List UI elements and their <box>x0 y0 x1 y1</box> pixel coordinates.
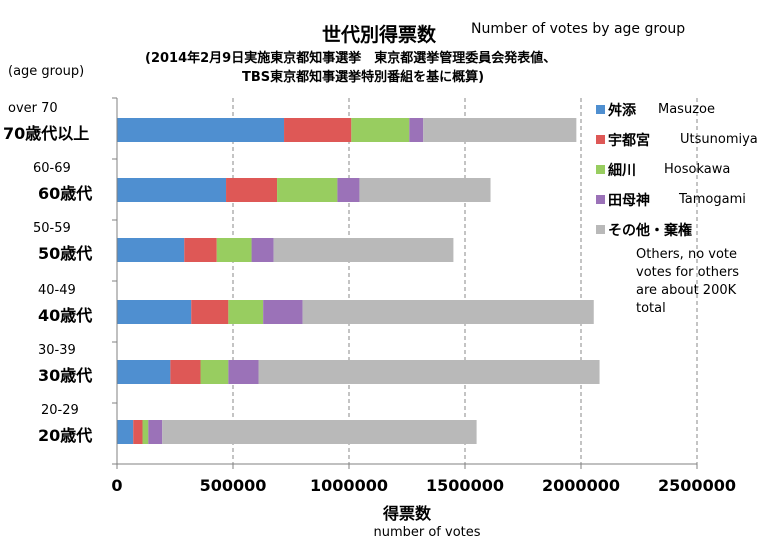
category-label-en: 50-59 <box>33 221 71 236</box>
chart-subtitle-line2: TBS東京都知事選挙特別番組を基に概算) <box>242 70 485 85</box>
legend-swatch <box>596 105 605 114</box>
bar-segment <box>117 300 192 324</box>
category-label-en: 40-49 <box>38 283 76 298</box>
bar-segment <box>162 420 477 444</box>
legend-label-en: Hosokawa <box>664 162 731 177</box>
legend-label-en: Utsunomiya <box>680 132 758 147</box>
category-label-jp: 30歳代 <box>38 366 93 385</box>
bar-segment <box>117 420 134 444</box>
category-label-en: 30-39 <box>38 343 76 358</box>
bar-segment <box>409 118 424 142</box>
y-axis-label: (age group) <box>8 64 85 79</box>
bar-segment <box>117 178 227 202</box>
bar-segment <box>251 238 274 262</box>
bar-segment <box>302 300 594 324</box>
bar-segment <box>142 420 149 444</box>
x-tick-label: 2000000 <box>542 476 620 495</box>
bar-segment <box>117 360 171 384</box>
bar-segment <box>133 420 143 444</box>
bar-segment <box>170 360 201 384</box>
bar-segment <box>258 360 600 384</box>
legend-label-en: Tamogami <box>679 192 746 207</box>
bar-segment <box>228 300 264 324</box>
legend-label-jp: その他・棄権 <box>608 223 692 239</box>
x-tick-label: 0 <box>111 476 123 495</box>
bar-segment <box>423 118 577 142</box>
bar-segment <box>273 238 454 262</box>
bar-segment <box>228 360 259 384</box>
x-axis-label-jp: 得票数 <box>382 504 432 523</box>
x-tick-label: 2500000 <box>658 476 736 495</box>
category-label-jp: 70歳代以上 <box>3 124 90 143</box>
note-line: votes for others <box>636 265 740 280</box>
legend-swatch <box>596 225 605 234</box>
legend-swatch <box>596 165 605 174</box>
legend-label-jp: 宇都宮 <box>608 133 650 149</box>
bar-segment <box>200 360 229 384</box>
bar-segment <box>184 238 217 262</box>
bar-segment <box>191 300 229 324</box>
bar-segment <box>359 178 491 202</box>
bar-segment <box>263 300 303 324</box>
chart-title-en: Number of votes by age group <box>471 21 686 37</box>
bar-segment <box>148 420 163 444</box>
x-tick-label: 1500000 <box>426 476 504 495</box>
bar-segment <box>117 118 285 142</box>
x-tick-label: 500000 <box>199 476 267 495</box>
chart-title-jp: 世代別得票数 <box>322 24 437 46</box>
chart-subtitle-line1: (2014年2月9日実施東京都知事選挙 東京都選挙管理委員会発表値、 <box>145 51 557 66</box>
category-label-jp: 40歳代 <box>38 306 93 325</box>
others-note: Others, no vote votes for others are abo… <box>636 246 776 318</box>
legend-label-jp: 細川 <box>608 163 636 179</box>
bar-segment <box>337 178 360 202</box>
legend-label-en: Masuzoe <box>658 102 715 117</box>
bar-segment <box>117 238 185 262</box>
category-label-en: over 70 <box>8 101 58 116</box>
category-label-en: 20-29 <box>41 403 79 418</box>
note-line: are about 200K <box>636 283 737 298</box>
x-axis-label-en: number of votes <box>373 525 481 540</box>
legend-swatch <box>596 135 605 144</box>
category-label-jp: 50歳代 <box>38 244 93 263</box>
category-label-jp: 20歳代 <box>38 426 93 445</box>
bar-segment <box>277 178 338 202</box>
bar-segment <box>226 178 278 202</box>
x-tick-label: 1000000 <box>310 476 388 495</box>
bar-segment <box>216 238 252 262</box>
bar-segment <box>351 118 410 142</box>
category-label-en: 60-69 <box>33 161 71 176</box>
category-label-jp: 60歳代 <box>38 184 93 203</box>
legend-label-jp: 舛添 <box>608 103 636 119</box>
bar-segment <box>284 118 352 142</box>
note-line: Others, no vote <box>636 247 738 262</box>
legend-swatch <box>596 195 605 204</box>
legend-label-jp: 田母神 <box>608 193 650 209</box>
note-line: total <box>636 301 666 316</box>
